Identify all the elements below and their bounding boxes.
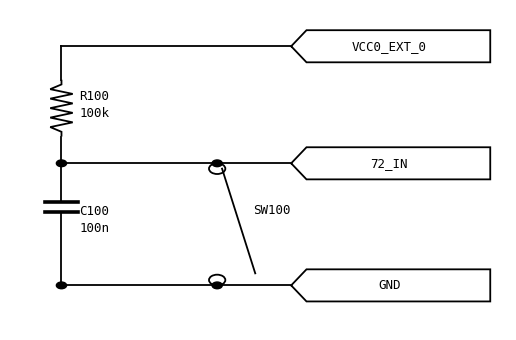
Text: 72_IN: 72_IN xyxy=(370,157,408,170)
Circle shape xyxy=(212,160,222,167)
Text: GND: GND xyxy=(378,279,400,292)
Text: SW100: SW100 xyxy=(253,204,291,218)
Polygon shape xyxy=(291,269,490,302)
Text: R100
100k: R100 100k xyxy=(79,90,109,120)
Polygon shape xyxy=(291,30,490,62)
Circle shape xyxy=(56,282,67,289)
Text: VCC0_EXT_0: VCC0_EXT_0 xyxy=(352,40,427,53)
Circle shape xyxy=(56,160,67,167)
Polygon shape xyxy=(291,147,490,180)
Text: C100
100n: C100 100n xyxy=(79,205,109,235)
Circle shape xyxy=(212,282,222,289)
